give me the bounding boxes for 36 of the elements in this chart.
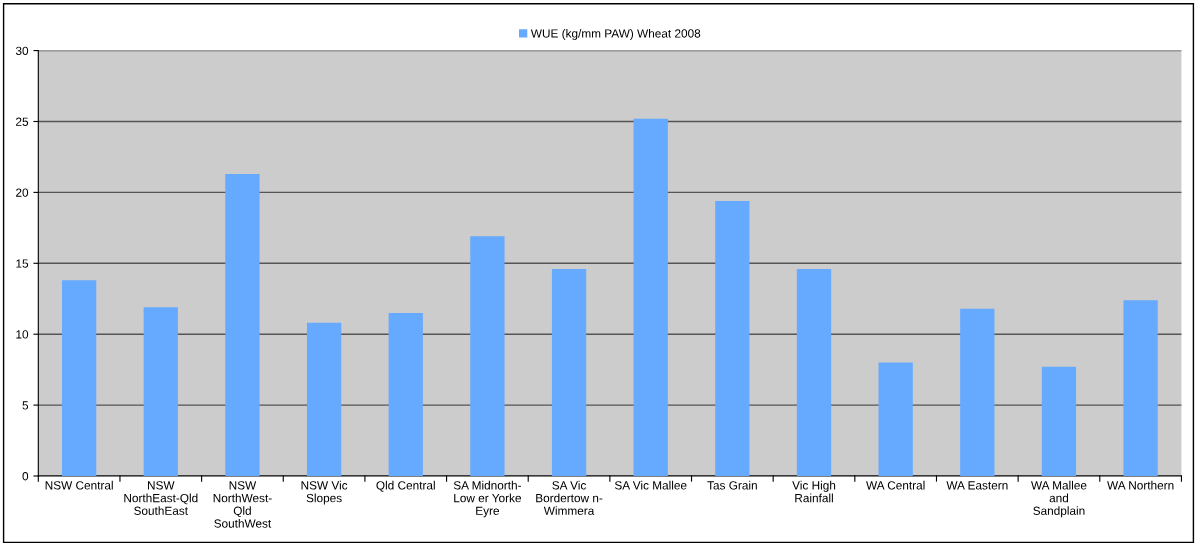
bar <box>470 236 505 476</box>
bar <box>960 308 995 476</box>
bar <box>143 307 178 476</box>
bar <box>306 322 342 476</box>
x-tick-label: SA Vic Mallee <box>614 480 687 490</box>
y-tick-label: 15 <box>16 259 29 268</box>
bar <box>1123 300 1158 476</box>
y-tick-label: 25 <box>16 117 29 126</box>
x-tick-label: NSW NorthWest- Qld SouthWest <box>213 481 272 528</box>
bar <box>633 118 668 476</box>
x-tick-label: NSW Vic Slopes <box>301 480 348 505</box>
y-tick-label: 5 <box>22 401 29 410</box>
x-tick-label: WA Mallee and Sandplain <box>1031 480 1087 518</box>
legend-label: WUE (kg/mm PAW) Wheat 2008 <box>530 28 701 40</box>
x-tick-label: SA Midnorth- Low er Yorke Eyre <box>453 480 522 518</box>
bar <box>388 312 423 476</box>
x-tick-label: WA Central <box>866 480 925 490</box>
bar <box>551 268 587 476</box>
bar <box>225 173 260 476</box>
x-tick-label: WA Northern <box>1107 480 1174 490</box>
y-tick-label: 20 <box>16 188 29 197</box>
x-tick-label: SA Vic Bordertow n- Wimmera <box>536 480 603 515</box>
bar <box>61 280 97 476</box>
bar <box>796 268 832 476</box>
bar <box>715 200 750 476</box>
bar <box>878 362 913 476</box>
x-tick-label: Tas Grain <box>707 480 757 490</box>
y-tick-label: 0 <box>22 472 29 481</box>
y-tick-label: 30 <box>15 46 29 55</box>
y-tick-label: 10 <box>16 330 29 339</box>
bar <box>1041 366 1077 476</box>
x-tick-label: Vic High Rainfall <box>792 480 836 503</box>
x-tick-label: WA Eastern <box>946 481 1008 490</box>
x-tick-label: NSW NorthEast-Qld SouthEast <box>124 481 198 515</box>
x-tick-label: Qld Central <box>376 480 435 492</box>
x-tick-label: NSW Central <box>45 480 113 490</box>
